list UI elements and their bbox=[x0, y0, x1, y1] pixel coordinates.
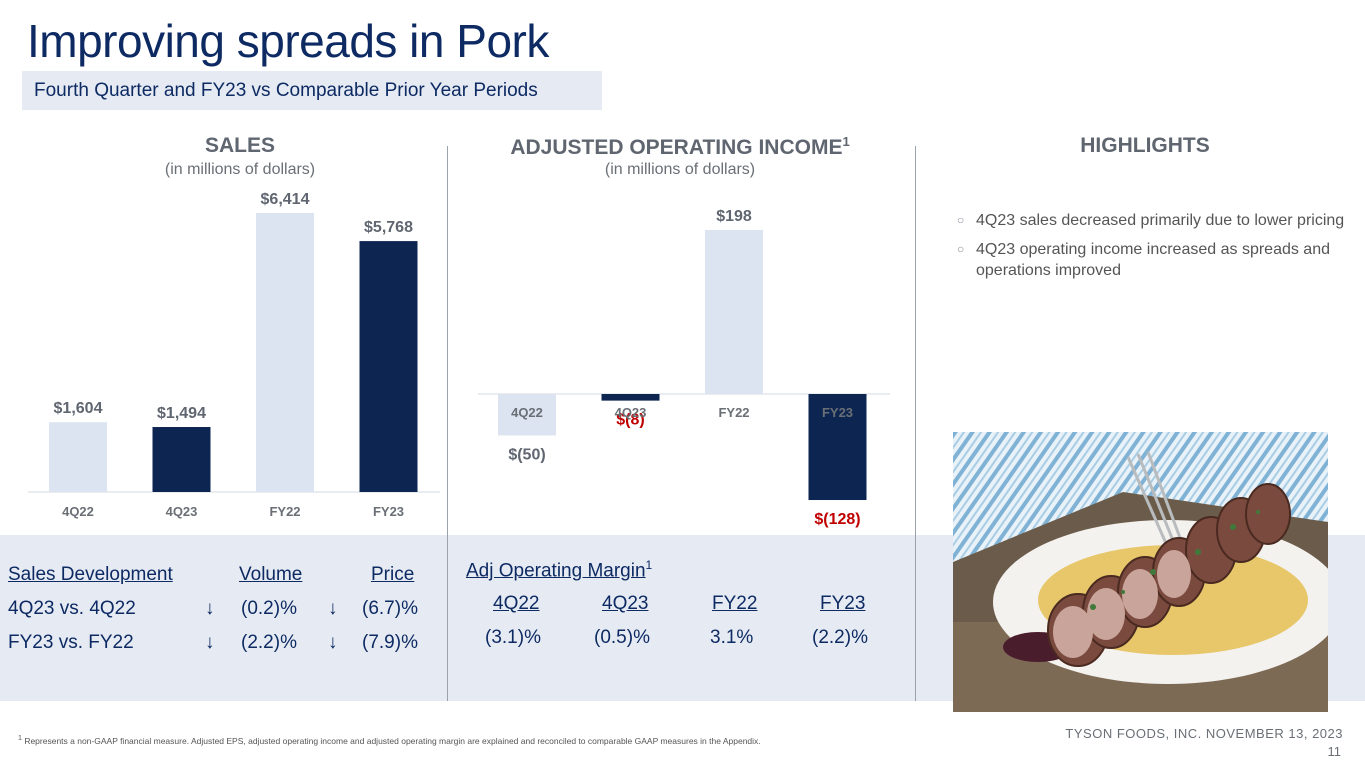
footnote: 1 Represents a non-GAAP financial measur… bbox=[18, 734, 761, 746]
bar-4Q23 bbox=[601, 394, 660, 401]
down-arrow-icon: ↓ bbox=[328, 632, 338, 653]
value-label-FY22: $6,414 bbox=[261, 191, 310, 208]
margin-period: FY23 bbox=[820, 593, 866, 614]
circle-bullet-icon: ○ bbox=[957, 213, 965, 227]
highlights-heading: HIGHLIGHTS bbox=[1080, 134, 1210, 157]
subtitle: Fourth Quarter and FY23 vs Comparable Pr… bbox=[34, 80, 538, 101]
bar-FY22 bbox=[705, 230, 763, 394]
sales-subheading: (in millions of dollars) bbox=[164, 161, 316, 178]
value-label-FY23: $5,768 bbox=[364, 219, 413, 236]
column-divider-2 bbox=[915, 146, 916, 701]
price-value: (6.7)% bbox=[362, 598, 418, 619]
bar-FY23 bbox=[808, 394, 867, 501]
category-label-FY23: FY23 bbox=[373, 504, 404, 519]
volume-value: (2.2)% bbox=[241, 632, 297, 653]
column-divider-1 bbox=[447, 146, 448, 701]
category-label-4Q23: 4Q23 bbox=[615, 405, 647, 420]
bar-4Q23 bbox=[152, 427, 211, 492]
margin-period: FY22 bbox=[712, 593, 758, 614]
category-label-FY22: FY22 bbox=[718, 405, 749, 420]
value-label-FY23: $(128) bbox=[814, 511, 860, 528]
margin-value: (3.1)% bbox=[485, 627, 541, 648]
value-label-4Q22: $1,604 bbox=[54, 400, 103, 417]
margin-header-superscript: 1 bbox=[645, 558, 653, 572]
aoi-subheading: (in millions of dollars) bbox=[604, 161, 756, 178]
row-label: FY23 vs. FY22 bbox=[8, 632, 134, 653]
margin-value: 3.1% bbox=[710, 627, 754, 648]
footnote-superscript: 1 bbox=[18, 734, 22, 742]
highlight-item: ○ 4Q23 sales decreased primarily due to … bbox=[957, 212, 1345, 229]
footer-company-date: TYSON FOODS, INC. NOVEMBER 13, 2023 bbox=[1065, 726, 1343, 741]
value-label-FY22: $198 bbox=[716, 208, 752, 225]
category-label-FY22: FY22 bbox=[269, 504, 300, 519]
margin-period: 4Q23 bbox=[602, 593, 649, 614]
pork-tenderloin-photo bbox=[953, 432, 1328, 712]
margin-value: (0.5)% bbox=[594, 627, 650, 648]
category-label-4Q22: 4Q22 bbox=[62, 504, 94, 519]
subtitle-banner: Fourth Quarter and FY23 vs Comparable Pr… bbox=[22, 71, 602, 110]
bar-FY23 bbox=[359, 241, 418, 492]
aoi-heading: ADJUSTED OPERATING INCOME1 bbox=[510, 134, 850, 159]
category-label-4Q23: 4Q23 bbox=[166, 504, 198, 519]
aoi-bar-chart: $(50) 4Q22 $(8)4Q23 $198 FY22 $(128) FY23 bbox=[478, 208, 890, 528]
bar-FY22 bbox=[256, 213, 314, 492]
aoi-heading-superscript: 1 bbox=[842, 134, 850, 149]
row-label: 4Q23 vs. 4Q22 bbox=[8, 598, 136, 619]
page-number: 11 bbox=[1327, 744, 1342, 759]
category-label-4Q22: 4Q22 bbox=[511, 405, 543, 420]
price-header: Price bbox=[371, 564, 415, 585]
sales-development-header: Sales Development bbox=[8, 564, 173, 585]
sales-heading: SALES bbox=[204, 134, 275, 157]
value-label-4Q23: $1,494 bbox=[157, 405, 206, 422]
circle-bullet-icon: ○ bbox=[957, 242, 965, 256]
price-value: (7.9)% bbox=[362, 632, 418, 653]
down-arrow-icon: ↓ bbox=[328, 598, 338, 619]
highlights-list: ○ 4Q23 sales decreased primarily due to … bbox=[957, 210, 1357, 289]
value-label-4Q22: $(50) bbox=[508, 446, 545, 463]
bar-4Q22 bbox=[498, 394, 556, 436]
page-title: Improving spreads in Pork bbox=[27, 15, 549, 67]
value-label-4Q23: $(8) bbox=[616, 412, 644, 429]
margin-value: (2.2)% bbox=[812, 627, 868, 648]
down-arrow-icon: ↓ bbox=[205, 598, 215, 619]
volume-value: (0.2)% bbox=[241, 598, 297, 619]
margin-period: 4Q22 bbox=[493, 593, 540, 614]
sales-bar-chart: $1,604 4Q22 $1,494 4Q23 $6,414 FY22 $5,768 FY23 bbox=[28, 191, 440, 519]
down-arrow-icon: ↓ bbox=[205, 632, 215, 653]
bar-4Q22 bbox=[49, 422, 107, 492]
volume-header: Volume bbox=[239, 564, 303, 585]
margin-header: Adj Operating Margin1 bbox=[466, 558, 653, 582]
highlight-item: ○ 4Q23 operating income increased as spr… bbox=[957, 241, 1330, 279]
category-label-FY23: FY23 bbox=[822, 405, 853, 420]
